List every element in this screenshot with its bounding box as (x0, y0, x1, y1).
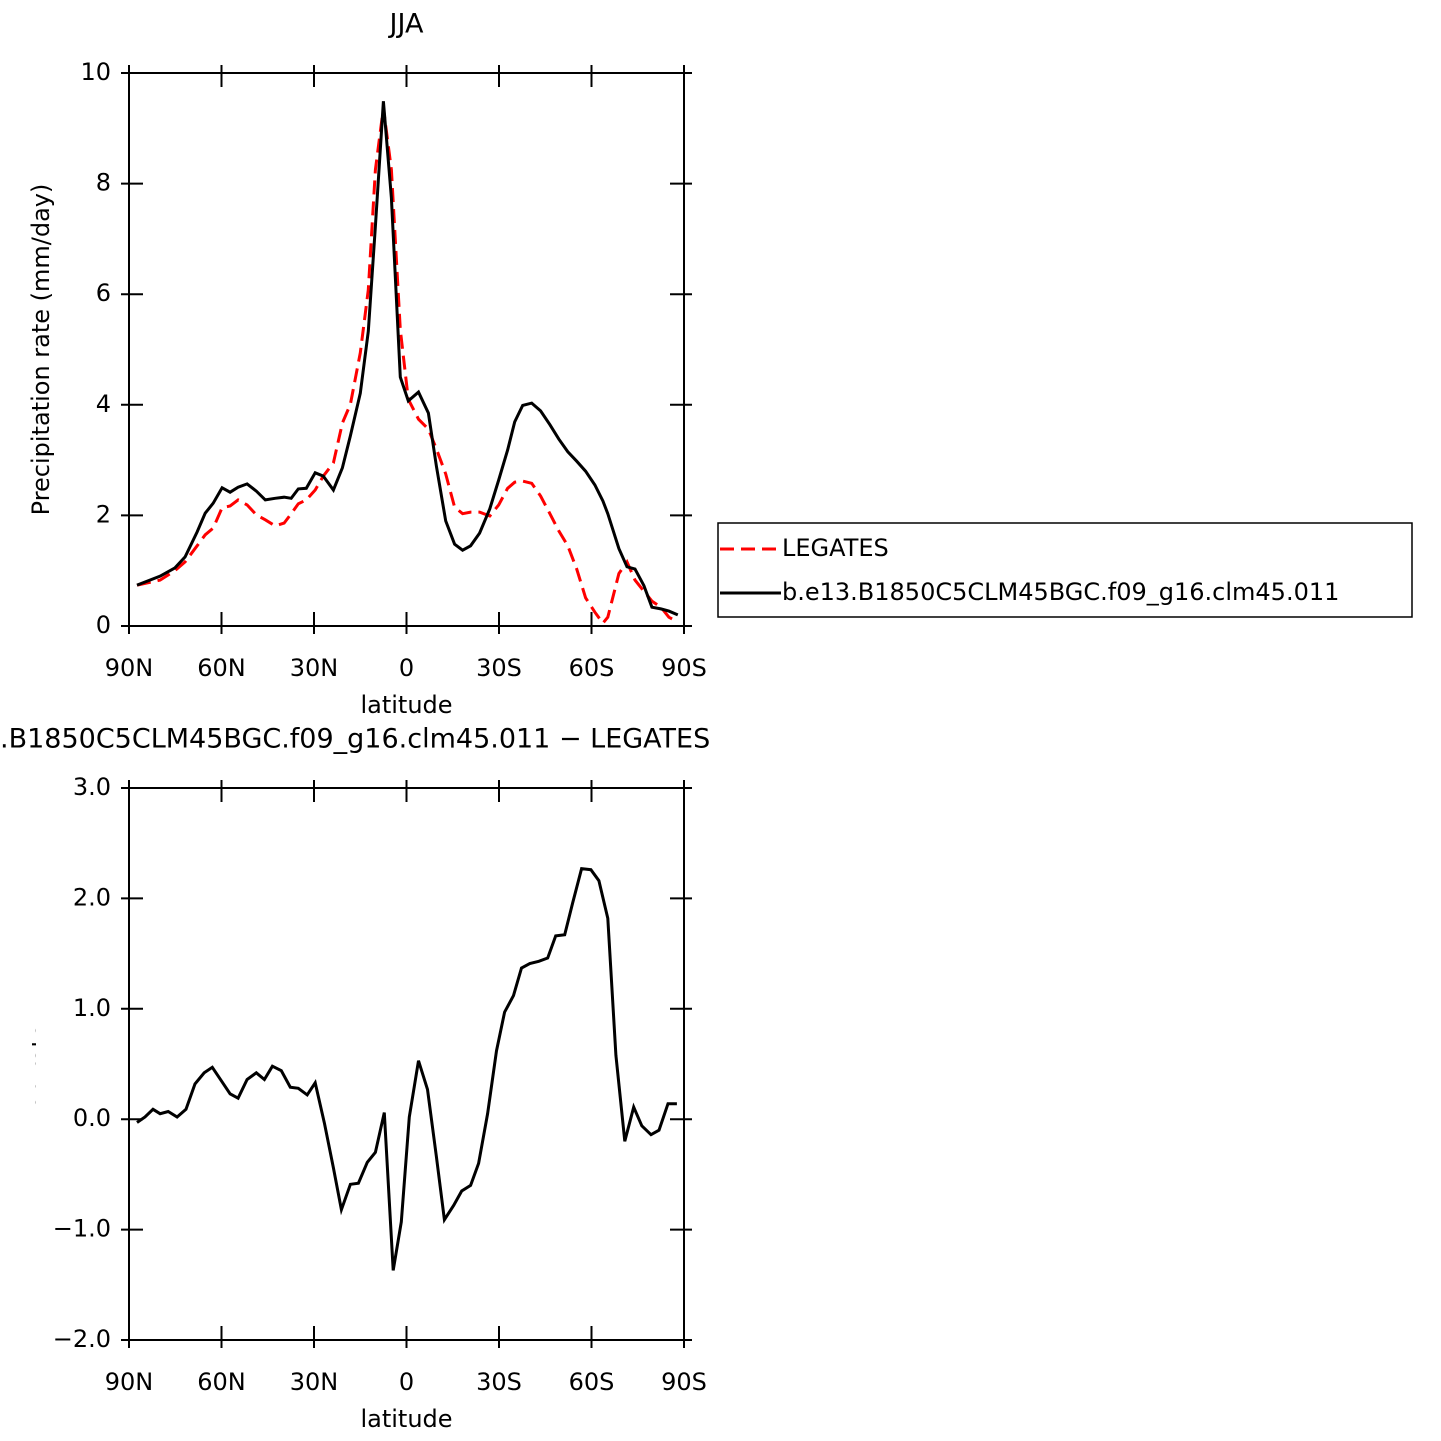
x-tick-label: 60S (569, 1368, 615, 1396)
legend-label: b.e13.B1850C5CLM45BGC.f09_g16.clm45.011 (782, 578, 1339, 606)
data-line (136, 101, 679, 617)
x-tick-label: 60N (197, 1368, 246, 1396)
y-tick-label: 3.0 (73, 773, 111, 801)
panel-title: .B1850C5CLM45BGC.f09_g16.clm45.011 − LEG… (0, 724, 710, 755)
y-tick-label: 2.0 (73, 883, 111, 911)
y-tick-label: 1.0 (73, 994, 111, 1022)
x-tick-label: 60N (197, 654, 246, 682)
x-tick-label: 60S (569, 654, 615, 682)
data-line (136, 866, 677, 1271)
x-tick-label: 0 (399, 654, 414, 682)
legend-label: LEGATES (782, 534, 889, 562)
legend-box (717, 522, 1413, 618)
x-tick-label: 30N (290, 654, 339, 682)
y-tick-label: 4 (96, 390, 111, 418)
panel-title: JJA (388, 9, 424, 40)
x-tick-label: 90S (661, 654, 707, 682)
y-tick-label: 0.0 (73, 1104, 111, 1132)
plot-frame (128, 72, 685, 627)
y-tick-label: 0 (96, 611, 111, 639)
x-tick-label: 90S (661, 1368, 707, 1396)
plot-frame (128, 787, 685, 1341)
x-tick-label: 90N (105, 1368, 154, 1396)
x-axis-label: latitude (360, 1405, 452, 1433)
y-tick-label: −2.0 (53, 1325, 111, 1353)
y-tick-label: 2 (96, 500, 111, 528)
y-tick-label: −1.0 (53, 1215, 111, 1243)
x-tick-label: 30N (290, 1368, 339, 1396)
data-line (136, 107, 679, 626)
x-tick-label: 30S (476, 1368, 522, 1396)
y-tick-label: 10 (80, 58, 111, 86)
y-tick-label: 6 (96, 279, 111, 307)
x-axis-label: latitude (360, 691, 452, 719)
y-axis-label: Precipitation rate (mm/day) (27, 184, 55, 516)
y-axis-label: Precipitation rate (mm/day) (27, 898, 55, 1230)
y-tick-label: 8 (96, 169, 111, 197)
x-tick-label: 30S (476, 654, 522, 682)
x-tick-label: 90N (105, 654, 154, 682)
x-tick-label: 0 (399, 1368, 414, 1396)
